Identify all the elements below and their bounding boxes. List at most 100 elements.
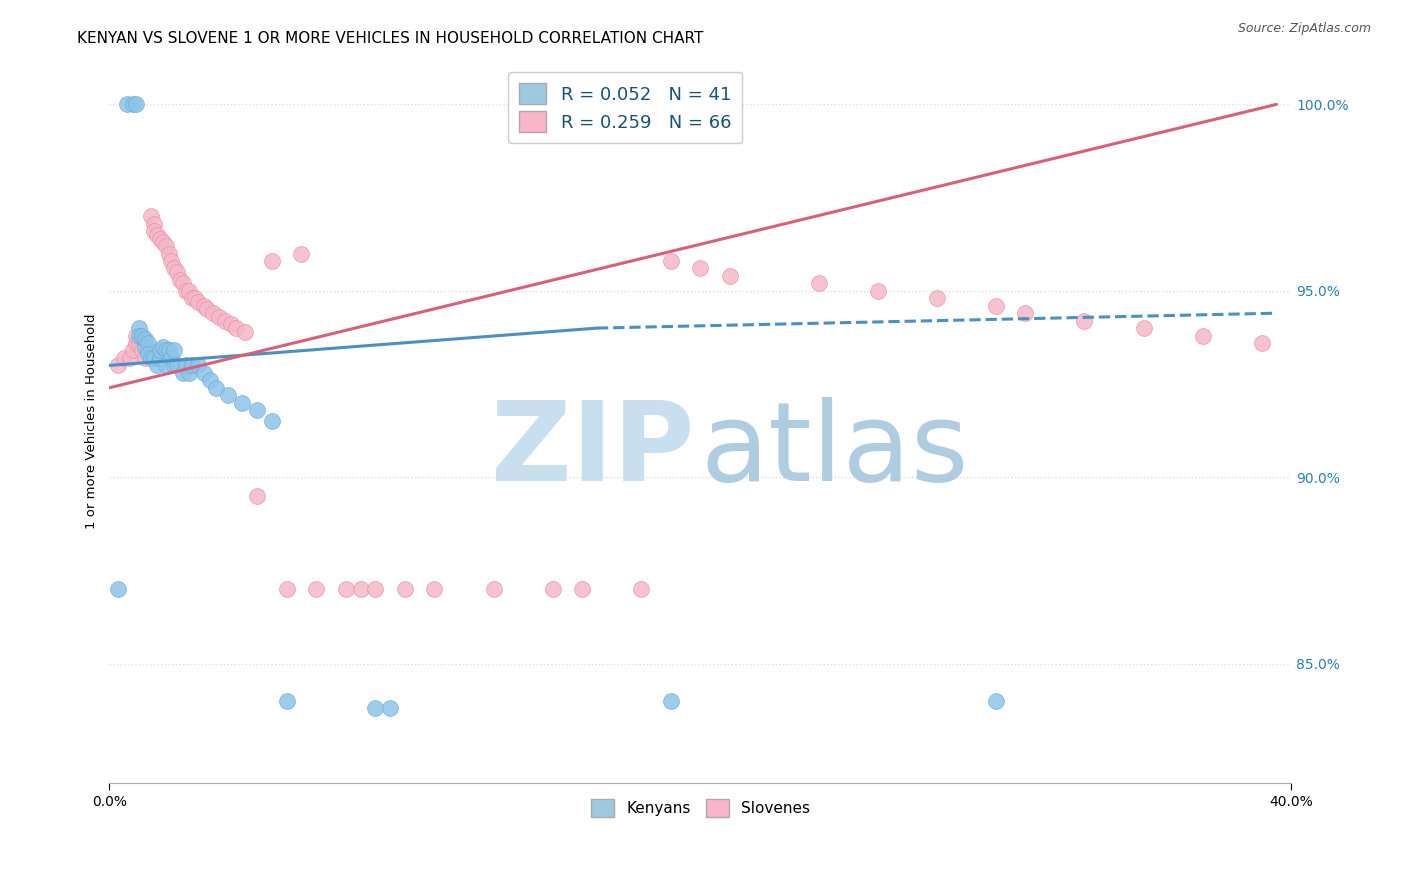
Point	[208, 310, 231, 324]
Point	[107, 582, 129, 596]
Point	[219, 318, 242, 332]
Point	[179, 284, 201, 298]
Point	[152, 235, 174, 250]
Point	[163, 343, 186, 358]
Point	[136, 336, 159, 351]
Text: atlas: atlas	[700, 397, 969, 504]
Point	[139, 209, 162, 223]
Point	[246, 489, 269, 503]
Point	[349, 582, 371, 596]
Point	[364, 701, 387, 715]
Point	[193, 299, 215, 313]
Point	[1191, 328, 1213, 343]
Point	[179, 366, 201, 380]
Point	[174, 284, 197, 298]
Point	[125, 336, 148, 351]
Text: ZIP: ZIP	[491, 397, 695, 504]
Point	[290, 246, 312, 260]
Point	[217, 388, 239, 402]
Point	[128, 336, 150, 351]
Point	[163, 359, 186, 373]
Point	[142, 224, 165, 238]
Text: KENYAN VS SLOVENE 1 OR MORE VEHICLES IN HOUSEHOLD CORRELATION CHART: KENYAN VS SLOVENE 1 OR MORE VEHICLES IN …	[77, 31, 704, 46]
Point	[482, 582, 505, 596]
Point	[142, 351, 165, 365]
Point	[149, 231, 172, 245]
Point	[184, 291, 207, 305]
Point	[157, 246, 180, 260]
Point	[187, 295, 209, 310]
Point	[128, 321, 150, 335]
Point	[718, 268, 741, 283]
Point	[163, 261, 186, 276]
Point	[155, 343, 177, 358]
Point	[112, 351, 135, 365]
Point	[155, 239, 177, 253]
Point	[134, 340, 156, 354]
Point	[145, 359, 167, 373]
Point	[233, 325, 256, 339]
Point	[260, 414, 283, 428]
Point	[131, 328, 153, 343]
Point	[187, 359, 209, 373]
Point	[142, 217, 165, 231]
Point	[659, 694, 682, 708]
Point	[364, 582, 387, 596]
Point	[1250, 336, 1272, 351]
Point	[335, 582, 357, 596]
Point	[169, 272, 191, 286]
Point	[120, 351, 142, 365]
Point	[145, 227, 167, 242]
Point	[630, 582, 652, 596]
Text: Source: ZipAtlas.com: Source: ZipAtlas.com	[1237, 22, 1371, 36]
Point	[136, 347, 159, 361]
Point	[160, 351, 183, 365]
Point	[125, 328, 148, 343]
Point	[122, 343, 145, 358]
Point	[155, 359, 177, 373]
Point	[160, 254, 183, 268]
Point	[134, 351, 156, 365]
Point	[204, 381, 226, 395]
Point	[174, 359, 197, 373]
Point	[198, 373, 221, 387]
Point	[181, 291, 204, 305]
Point	[925, 291, 948, 305]
Point	[305, 582, 328, 596]
Point	[201, 306, 224, 320]
Point	[984, 299, 1007, 313]
Point	[125, 97, 148, 112]
Legend: Kenyans, Slovenes: Kenyans, Slovenes	[582, 790, 820, 826]
Point	[260, 254, 283, 268]
Point	[1132, 321, 1154, 335]
Point	[149, 343, 172, 358]
Point	[1014, 306, 1036, 320]
Point	[136, 343, 159, 358]
Point	[984, 694, 1007, 708]
Y-axis label: 1 or more Vehicles in Household: 1 or more Vehicles in Household	[86, 314, 98, 529]
Point	[246, 403, 269, 417]
Point	[166, 265, 188, 279]
Point	[1073, 313, 1095, 327]
Point	[152, 340, 174, 354]
Point	[149, 351, 172, 365]
Point	[134, 332, 156, 346]
Point	[122, 97, 145, 112]
Point	[128, 328, 150, 343]
Point	[276, 694, 298, 708]
Point	[166, 359, 188, 373]
Point	[115, 97, 138, 112]
Point	[423, 582, 446, 596]
Point	[541, 582, 564, 596]
Point	[131, 343, 153, 358]
Point	[107, 359, 129, 373]
Point	[276, 582, 298, 596]
Point	[139, 351, 162, 365]
Point	[225, 321, 247, 335]
Point	[172, 277, 194, 291]
Point	[571, 582, 593, 596]
Point	[659, 254, 682, 268]
Point	[866, 284, 889, 298]
Point	[157, 343, 180, 358]
Point	[231, 395, 253, 409]
